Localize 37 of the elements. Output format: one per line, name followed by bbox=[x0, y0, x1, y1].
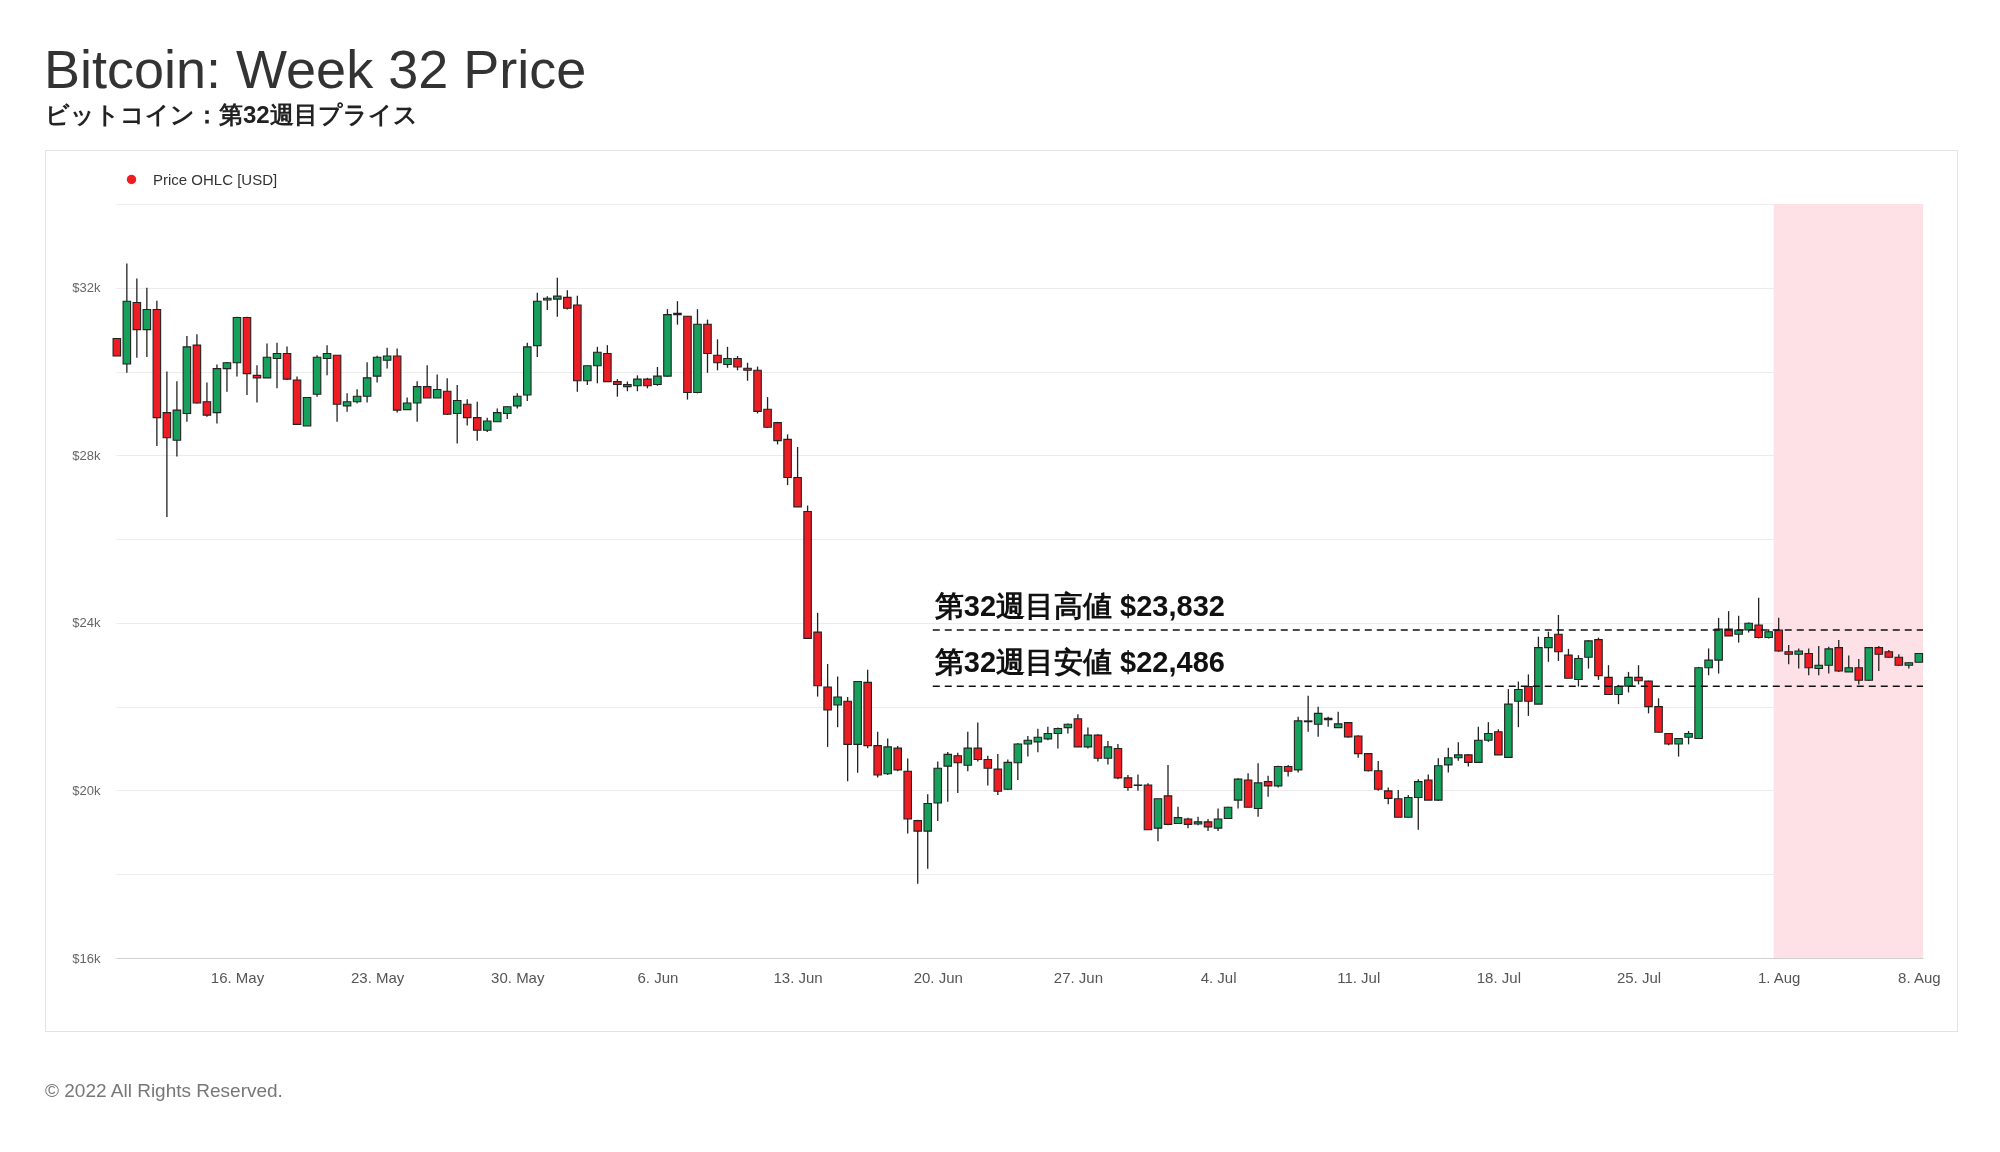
legend-label: Price OHLC [USD] bbox=[153, 170, 278, 188]
candlestick bbox=[1133, 773, 1143, 792]
candlestick bbox=[262, 342, 272, 379]
y-tick-label: $28k bbox=[72, 447, 101, 463]
x-tick-label: 13. Jun bbox=[773, 968, 823, 986]
chart-subtitle: ビットコイン：第32週目プライス bbox=[45, 101, 418, 128]
candlestick bbox=[222, 361, 232, 393]
chart-title: Bitcoin: Week 32 Price bbox=[44, 39, 587, 99]
text: © 2022 All Rights Reserved. bbox=[45, 1080, 283, 1102]
candlestick bbox=[272, 342, 282, 389]
candlestick bbox=[1103, 740, 1113, 766]
x-tick-label: 11. Jul bbox=[1337, 968, 1381, 986]
y-tick-label: $16k bbox=[72, 950, 101, 966]
x-tick-label: 4. Jul bbox=[1200, 968, 1237, 986]
ref-line-label: 第32週目安値 $22,486 bbox=[933, 646, 1225, 679]
candlestick bbox=[1233, 777, 1243, 810]
x-tick-label: 18. Jul bbox=[1476, 968, 1521, 986]
x-tick-label: 16. May bbox=[210, 968, 265, 986]
candlestick bbox=[1093, 733, 1103, 763]
x-tick-label: 6. Jun bbox=[637, 968, 679, 986]
y-tick-label: $24k bbox=[72, 615, 101, 631]
x-tick-label: 23. May bbox=[350, 968, 405, 986]
candlestick bbox=[1213, 807, 1223, 832]
x-tick-label: 25. Jul bbox=[1616, 968, 1662, 986]
candlestick bbox=[1173, 806, 1183, 825]
candlestick bbox=[202, 381, 212, 418]
y-tick-label: $20k bbox=[72, 782, 101, 798]
candlestick bbox=[1083, 726, 1093, 750]
candlestick bbox=[342, 392, 352, 413]
x-tick-label: 20. Jun bbox=[913, 968, 963, 986]
x-tick-label: 27. Jun bbox=[1053, 968, 1104, 986]
y-tick-label: $32k bbox=[72, 280, 101, 296]
ref-line-label: 第32週目高値 $23,832 bbox=[933, 589, 1225, 622]
x-tick-label: 1. Aug bbox=[1757, 968, 1801, 986]
candlestick bbox=[322, 344, 332, 376]
x-tick-label: 30. May bbox=[491, 968, 545, 986]
x-tick-label: 8. Aug bbox=[1898, 968, 1941, 986]
